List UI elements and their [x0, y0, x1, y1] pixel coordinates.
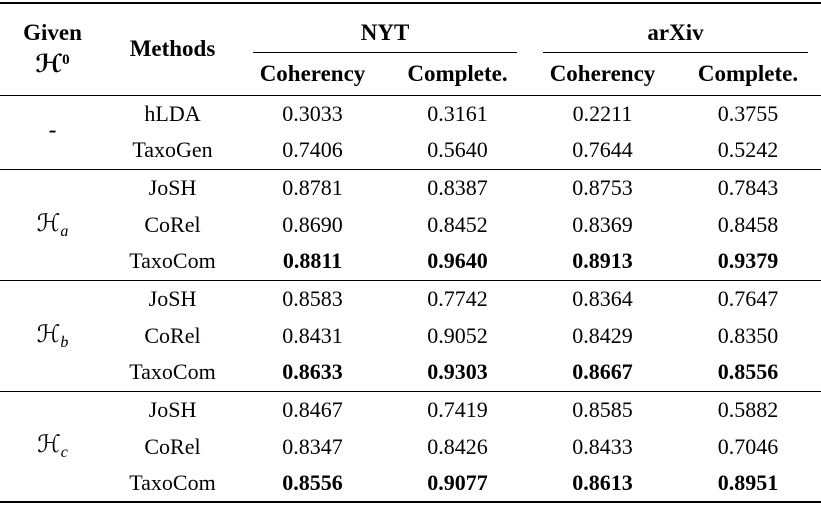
score-cell: 0.3755	[717, 100, 779, 126]
table-row: ℋc JoSH 0.8467 0.7419 0.8585 0.5882	[0, 391, 821, 462]
table-row-best: TaxoCom 0.8633 0.9303 0.8667 0.8556	[0, 354, 821, 391]
score-cell: 0.8583	[282, 285, 343, 311]
score-cell: 0.8556	[282, 470, 343, 495]
method-name-cell: JoSH	[148, 396, 197, 422]
group-label-subscript: a	[60, 222, 69, 240]
group-label-symbol: -	[48, 116, 57, 144]
header-metric-nyt-coherency: Coherency	[259, 60, 366, 86]
score-cell: 0.8387	[427, 174, 488, 200]
table-row: TaxoGen 0.7406 0.5640 0.7644 0.5242	[0, 132, 821, 169]
group-label-cell: ℋa	[0, 169, 105, 280]
score-cell: 0.5882	[717, 396, 779, 422]
score-cell: 0.9379	[717, 248, 779, 274]
header-metric-arxiv-coherency: Coherency	[549, 60, 656, 86]
score-cell: 0.9077	[427, 470, 488, 495]
header-dataset-nyt-label: NYT	[253, 20, 517, 53]
score-cell: 0.8585	[572, 396, 633, 422]
score-cell: 0.8633	[282, 359, 343, 385]
score-cell: 0.8690	[282, 211, 343, 237]
method-name-cell: TaxoCom	[129, 470, 216, 495]
score-cell: 0.8433	[572, 433, 633, 459]
table-row-best: TaxoCom 0.8556 0.9077 0.8613 0.8951	[0, 465, 821, 502]
score-cell: 0.8350	[717, 322, 779, 348]
score-cell: 0.8426	[427, 433, 488, 459]
score-cell: 0.5640	[427, 137, 488, 163]
score-cell: 0.7419	[427, 396, 488, 422]
method-name-cell: CoRel	[144, 433, 201, 459]
method-name-cell: CoRel	[144, 322, 201, 348]
score-cell: 0.8347	[282, 433, 343, 459]
method-group-hb: ℋb JoSH 0.8583 0.7742 0.8364 0.7647 CoRe…	[0, 280, 821, 391]
method-name-cell: JoSH	[148, 285, 197, 311]
score-cell: 0.9052	[427, 322, 488, 348]
header-row-datasets: Given ℋ0 Methods NYT arXiv	[0, 3, 821, 78]
method-name-cell: TaxoCom	[129, 248, 216, 274]
score-cell: 0.8913	[572, 248, 633, 274]
score-cell: 0.8753	[572, 174, 633, 200]
score-cell: 0.9303	[427, 359, 488, 385]
score-cell: 0.9640	[427, 248, 488, 274]
table-row: CoRel 0.8347 0.8426 0.8433 0.7046	[0, 428, 821, 465]
group-label-cell: ℋb	[0, 280, 105, 391]
header-row-metrics: Coherency Complete. Coherency Complete.	[0, 53, 821, 95]
score-cell: 0.8556	[717, 359, 779, 385]
table-row: CoRel 0.8690 0.8452 0.8369 0.8458	[0, 206, 821, 243]
score-cell: 0.8364	[572, 285, 633, 311]
score-cell: 0.8452	[427, 211, 488, 237]
header-dataset-arxiv-label: arXiv	[543, 20, 808, 53]
score-cell: 0.8667	[572, 359, 633, 385]
method-group-hc: ℋc JoSH 0.8467 0.7419 0.8585 0.5882 CoRe…	[0, 391, 821, 502]
header-given-label: Given	[23, 20, 82, 45]
method-name-cell: hLDA	[144, 100, 201, 126]
group-label-subscript: b	[60, 333, 69, 351]
score-cell: 0.8458	[717, 211, 779, 237]
header-dataset-arxiv: arXiv	[530, 3, 821, 53]
table-row: CoRel 0.8431 0.9052 0.8429 0.8350	[0, 317, 821, 354]
header-metric-arxiv-complete: Complete.	[697, 60, 799, 86]
method-group-ha: ℋa JoSH 0.8781 0.8387 0.8753 0.7843 CoRe…	[0, 169, 821, 280]
method-name-cell: TaxoCom	[129, 359, 216, 385]
hierarchy-superscript: 0	[62, 51, 70, 68]
score-cell: 0.3033	[282, 100, 343, 126]
table-row: ℋa JoSH 0.8781 0.8387 0.8753 0.7843	[0, 169, 821, 240]
header-given-hierarchy: Given ℋ0	[0, 3, 105, 95]
score-cell: 0.8781	[282, 174, 343, 200]
score-cell: 0.8613	[572, 470, 633, 495]
score-cell: 0.7644	[572, 137, 633, 163]
header-metric-nyt-complete: Complete.	[407, 60, 508, 86]
header-dataset-nyt: NYT	[240, 3, 530, 53]
method-name-cell: TaxoGen	[132, 137, 213, 163]
score-cell: 0.2211	[572, 100, 633, 126]
group-label-symbol: ℋ	[36, 208, 61, 237]
table-row-best: TaxoCom 0.8811 0.9640 0.8913 0.9379	[0, 243, 821, 280]
results-table: Given ℋ0 Methods NYT arXiv Coherency Com…	[0, 2, 821, 503]
score-cell: 0.8811	[282, 248, 343, 274]
method-name-cell: CoRel	[144, 211, 201, 237]
group-label-subscript: c	[60, 444, 68, 462]
score-cell: 0.8951	[717, 470, 779, 495]
group-label-symbol: ℋ	[36, 319, 61, 348]
table-row: ℋb JoSH 0.8583 0.7742 0.8364 0.7647	[0, 280, 821, 351]
table-header: Given ℋ0 Methods NYT arXiv Coherency Com…	[0, 3, 821, 95]
method-group-none: - hLDA 0.3033 0.3161 0.2211 0.3755 TaxoG…	[0, 95, 821, 169]
score-cell: 0.3161	[427, 100, 488, 126]
score-cell: 0.7843	[717, 174, 779, 200]
score-cell: 0.7046	[717, 433, 779, 459]
score-cell: 0.8369	[572, 211, 633, 237]
table-row: - hLDA 0.3033 0.3161 0.2211 0.3755	[0, 95, 821, 144]
header-methods: Methods	[129, 36, 216, 62]
group-label-symbol: ℋ	[37, 430, 61, 459]
group-label-cell: ℋc	[0, 391, 105, 502]
score-cell: 0.7742	[427, 285, 488, 311]
hierarchy-symbol: ℋ	[35, 48, 63, 78]
score-cell: 0.8431	[282, 322, 343, 348]
score-cell: 0.5242	[717, 137, 779, 163]
score-cell: 0.7406	[282, 137, 343, 163]
group-label-cell: -	[0, 95, 105, 169]
score-cell: 0.7647	[717, 285, 779, 311]
score-cell: 0.8429	[572, 322, 633, 348]
score-cell: 0.8467	[282, 396, 343, 422]
method-name-cell: JoSH	[148, 174, 197, 200]
